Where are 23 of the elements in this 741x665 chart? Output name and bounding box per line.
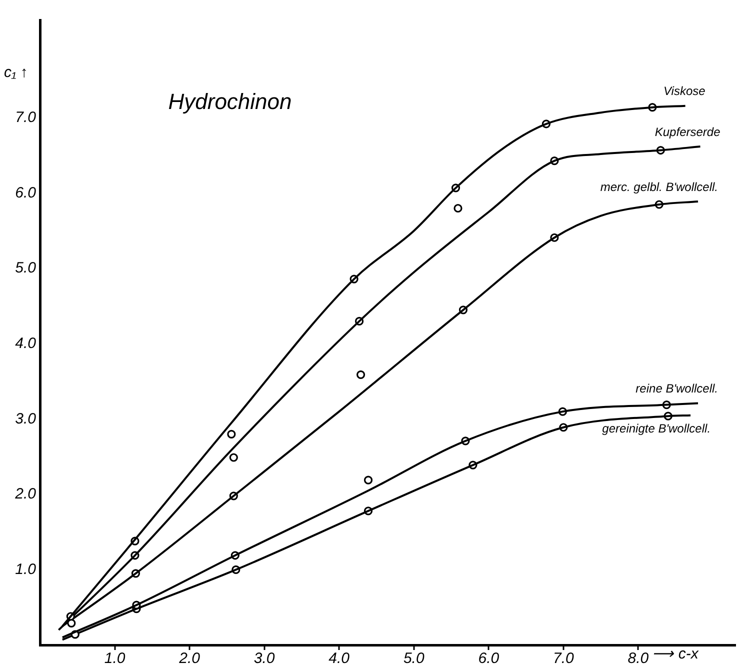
series-label: Kupferserde xyxy=(654,124,721,139)
x-tick-label: 6.0 xyxy=(478,650,500,665)
x-tick-label: 5.0 xyxy=(403,650,425,665)
x-axis-title: ⟶ c-x xyxy=(652,646,699,663)
x-tick-label: 2.0 xyxy=(178,650,201,665)
text: Hydrochinon xyxy=(168,88,292,114)
y-tick-label: 1.0 xyxy=(15,560,37,578)
x-tick-label: 3.0 xyxy=(254,650,276,665)
series-label: merc. gelbl. B'wollcell. xyxy=(600,180,718,194)
x-tick-label: 8.0 xyxy=(628,650,650,665)
y-axis-title: c₁ ↑ xyxy=(4,64,28,81)
x-tick-label: 4.0 xyxy=(328,650,350,665)
x-tick-label: 7.0 xyxy=(552,650,574,665)
y-tick-label: 5.0 xyxy=(15,260,37,277)
y-tick-label: 4.0 xyxy=(15,334,37,352)
x-tick-label: 1.0 xyxy=(104,650,126,665)
series-label: reine B'wollcell. xyxy=(636,382,718,396)
series-label: Viskose xyxy=(663,84,706,98)
series-label: gereinigte B'wollcell. xyxy=(602,422,711,436)
y-tick-label: 2.0 xyxy=(14,486,37,503)
y-tick-label: 7.0 xyxy=(15,109,37,126)
y-tick-label: 3.0 xyxy=(15,410,37,428)
y-tick-label: 6.0 xyxy=(15,184,37,202)
